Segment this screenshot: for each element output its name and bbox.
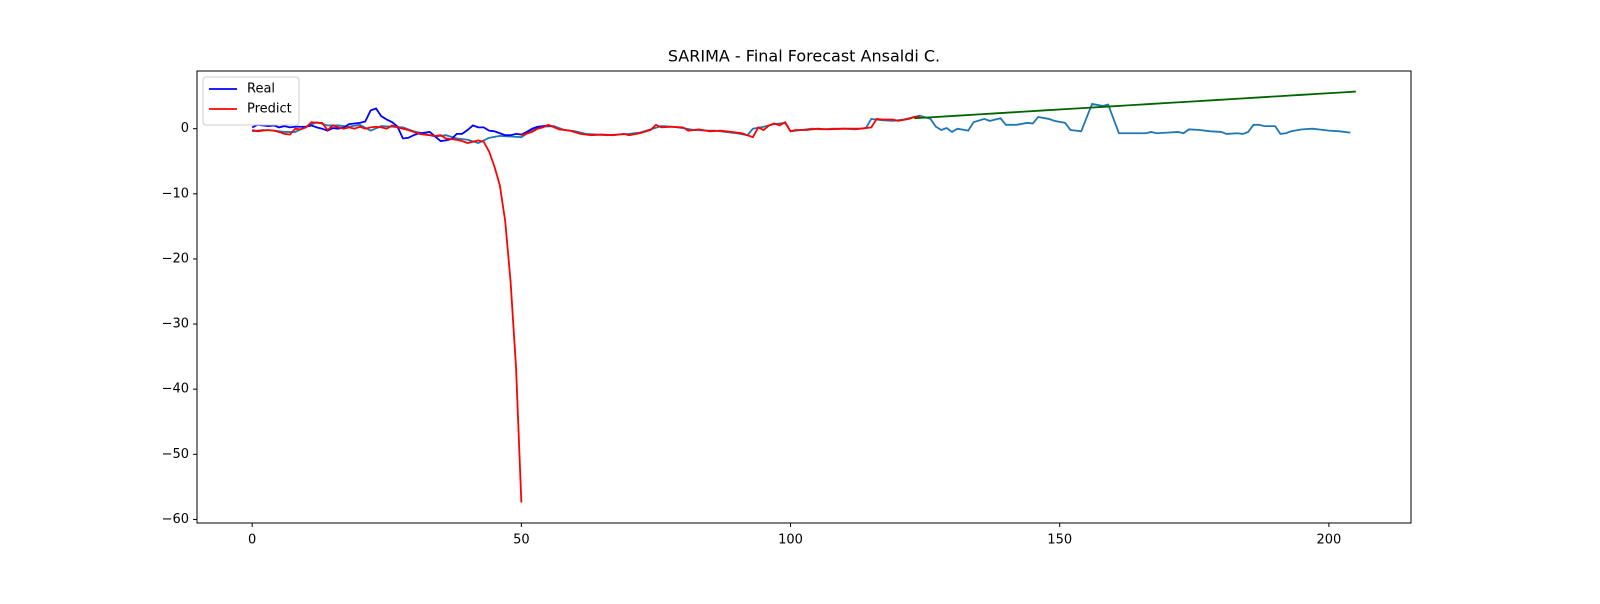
chart-title: SARIMA - Final Forecast Ansaldi C. [668, 47, 940, 66]
y-tick-label: −20 [162, 251, 189, 266]
legend-label: Real [247, 82, 275, 97]
y-tick-label: −40 [162, 382, 189, 397]
legend-label: Predict [247, 102, 292, 117]
x-tick-label: 200 [1316, 533, 1341, 548]
series-line [914, 90, 1356, 120]
y-tick-label: −60 [162, 512, 189, 527]
x-tick-label: 50 [513, 533, 530, 548]
x-tick-label: 150 [1047, 533, 1072, 548]
x-tick-label: 100 [778, 533, 803, 548]
y-tick-label: −10 [162, 186, 189, 201]
plot-frame [196, 70, 1412, 524]
y-tick-label: 0 [181, 121, 189, 136]
series-line [521, 115, 920, 139]
y-tick-label: −50 [162, 447, 189, 462]
series-line [251, 121, 523, 503]
y-tick-label: −30 [162, 317, 189, 332]
legend: Real Predict [202, 76, 300, 126]
series-line [251, 107, 554, 143]
x-tick-label: 0 [248, 533, 256, 548]
